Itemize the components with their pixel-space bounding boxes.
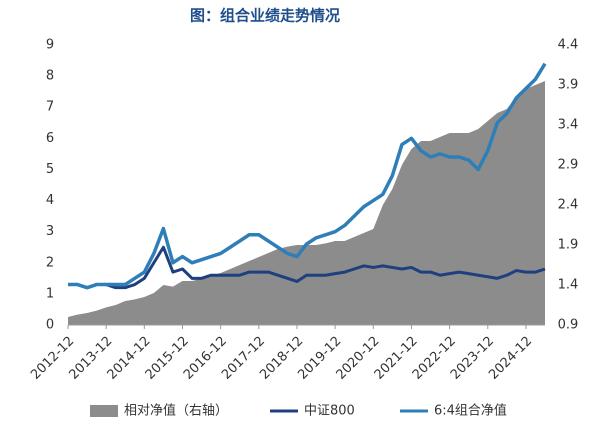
y2-tick-label: 1.4	[558, 278, 579, 293]
y2-tick-label: 3.9	[558, 78, 579, 93]
area	[68, 81, 545, 325]
y-tick-label: 9	[46, 38, 54, 53]
legend-label: 相对净值（右轴）	[124, 403, 228, 419]
y-tick-label: 8	[46, 69, 54, 84]
y2-tick-label: 2.9	[558, 158, 579, 173]
y-tick-label: 2	[46, 255, 54, 270]
y-tick-label: 0	[46, 318, 54, 333]
y-tick-label: 4	[46, 193, 54, 208]
y2-tick-label: 0.9	[558, 318, 579, 333]
y-tick-label: 3	[46, 224, 54, 239]
y-tick-label: 5	[46, 162, 54, 177]
legend-swatch	[90, 405, 118, 417]
y2-tick-label: 1.9	[558, 238, 579, 253]
y2-tick-label: 3.4	[558, 118, 579, 133]
y-tick-label: 6	[46, 131, 54, 146]
y-tick-label: 1	[46, 286, 54, 301]
line	[68, 245, 546, 290]
y2-tick-label: 2.4	[558, 198, 579, 213]
chart-title: 图：组合业绩走势情况	[190, 7, 340, 25]
y2-tick-label: 4.4	[558, 38, 579, 53]
y-tick-label: 7	[46, 100, 54, 115]
line	[68, 62, 547, 290]
legend-label: 6:4组合净值	[434, 403, 507, 419]
legend-label: 中证800	[304, 404, 355, 419]
